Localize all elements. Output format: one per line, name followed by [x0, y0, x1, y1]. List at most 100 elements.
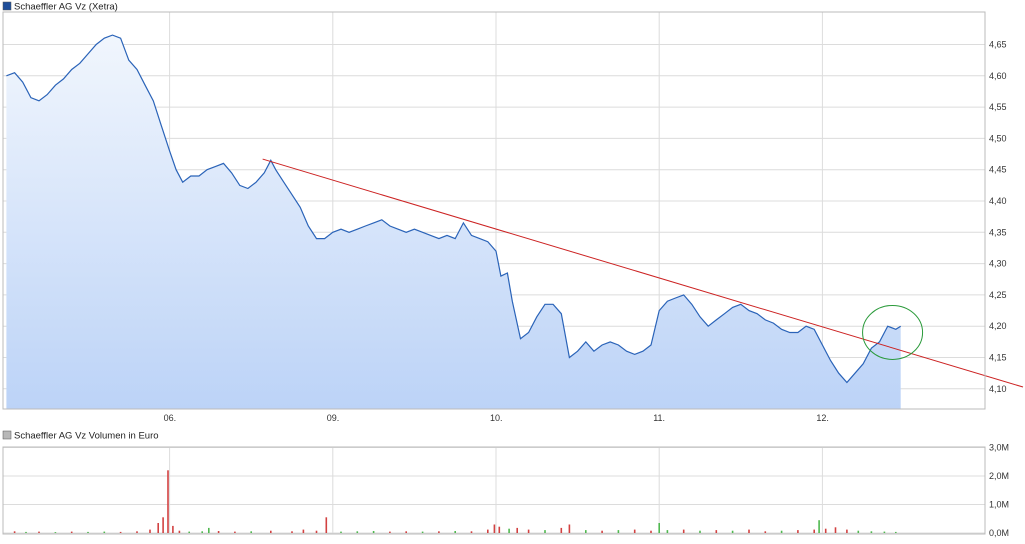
price-chart-title: Schaeffler AG Vz (Xetra)	[14, 2, 118, 13]
volume-y-axis: 3,0M 2,0M 1,0M 0,0M	[989, 443, 1009, 539]
volume-bar	[172, 525, 174, 533]
price-y-axis: 4,65 4,60 4,55 4,50 4,45 4,40 4,35 4,30 4,25 4,20…	[989, 40, 1007, 394]
volume-bar	[846, 529, 848, 533]
volume-bar	[208, 527, 210, 533]
volume-bar	[516, 527, 518, 533]
volume-bar	[601, 530, 603, 533]
volume-bar	[883, 531, 886, 533]
volume-bar	[25, 531, 27, 533]
volume-bar	[870, 531, 873, 533]
volume-bar	[325, 517, 328, 533]
volume-bars	[13, 470, 897, 533]
volume-bar	[682, 529, 685, 533]
volume-bar	[389, 531, 391, 533]
volume-bar	[149, 529, 151, 533]
price-y-tick-label: 4,10	[989, 384, 1007, 394]
price-legend-swatch	[2, 1, 12, 11]
price-plot-frame	[2, 11, 986, 410]
price-y-tick-label: 4,25	[989, 290, 1007, 300]
price-x-tick-label: 11.	[653, 413, 665, 423]
volume-bar	[824, 528, 827, 533]
volume-bar	[699, 530, 701, 533]
volume-bar	[167, 470, 169, 533]
volume-bar	[188, 531, 190, 533]
volume-y-tick-label: 0,0M	[989, 528, 1009, 538]
volume-y-tick-label: 1,0M	[989, 500, 1009, 510]
volume-bar	[498, 526, 501, 533]
highlight-circle	[862, 304, 924, 360]
price-x-tick-label: 06.	[164, 413, 177, 423]
trend-line	[262, 158, 1024, 388]
volume-bar	[857, 530, 860, 533]
volume-bar	[764, 531, 767, 533]
volume-bar	[315, 530, 318, 533]
volume-bar	[291, 531, 293, 533]
volume-y-tick-label: 2,0M	[989, 471, 1009, 481]
volume-bar	[493, 524, 496, 533]
volume-bar	[834, 527, 837, 533]
volume-bar	[544, 530, 546, 533]
volume-bar	[438, 531, 440, 533]
price-line	[6, 34, 902, 384]
volume-y-tick-label: 3,0M	[989, 443, 1009, 453]
volume-bar	[666, 530, 669, 533]
volume-bar	[270, 530, 272, 533]
price-y-tick-label: 4,55	[989, 102, 1007, 112]
volume-panel: Schaeffler AG Vz Volumen in Euro 3,0M 2,0…	[2, 430, 1009, 539]
volume-bar	[731, 530, 734, 533]
volume-bar	[650, 530, 652, 533]
volume-bar	[54, 532, 57, 533]
volume-bar	[658, 523, 660, 533]
price-x-axis: 06. 09. 10. 11. 12.	[164, 413, 829, 423]
volume-bar	[470, 531, 473, 533]
volume-bar	[780, 530, 783, 533]
volume-bar	[508, 528, 510, 533]
volume-bar	[372, 531, 375, 533]
price-panel: Schaeffler AG Vz (Xetra) 4,65 4,60 4,55 4,5…	[2, 1, 1024, 423]
price-x-tick-label: 12.	[816, 413, 829, 423]
volume-bar	[585, 530, 587, 533]
price-y-tick-label: 4,30	[989, 259, 1007, 269]
volume-bar	[103, 531, 106, 533]
volume-bar	[356, 531, 359, 533]
volume-plot-frame	[2, 446, 986, 535]
volume-bar	[234, 531, 236, 533]
price-y-tick-label: 4,40	[989, 196, 1007, 206]
volume-bar	[818, 520, 820, 533]
price-x-tick-label: 10.	[490, 413, 503, 423]
price-y-tick-label: 4,50	[989, 133, 1007, 143]
volume-bar	[633, 529, 636, 533]
volume-bar	[454, 531, 456, 533]
volume-bar	[487, 529, 489, 533]
volume-bar	[715, 530, 718, 533]
volume-bar	[405, 531, 407, 533]
volume-bar	[895, 531, 897, 533]
volume-bar	[162, 517, 164, 533]
volume-bar	[527, 529, 530, 533]
price-y-tick-label: 4,15	[989, 353, 1007, 363]
price-area-fill	[6, 35, 901, 409]
volume-bar	[797, 530, 799, 533]
volume-bar	[157, 523, 159, 533]
volume-legend-swatch	[2, 430, 12, 440]
volume-bar	[178, 530, 181, 533]
volume-bar	[617, 530, 620, 533]
price-y-tick-label: 4,20	[989, 321, 1007, 331]
volume-bar	[250, 531, 252, 533]
price-x-tick-label: 09.	[327, 413, 340, 423]
volume-chart-title: Schaeffler AG Vz Volumen in Euro	[14, 431, 159, 442]
volume-bar	[201, 531, 203, 533]
price-y-tick-label: 4,45	[989, 165, 1007, 175]
volume-bar	[70, 531, 73, 533]
volume-bar	[302, 529, 305, 533]
volume-bar	[813, 529, 815, 533]
volume-bar	[87, 531, 89, 533]
price-y-tick-label: 4,60	[989, 71, 1007, 81]
volume-bar	[340, 531, 342, 533]
volume-bar	[13, 531, 16, 533]
price-y-tick-label: 4,65	[989, 40, 1007, 50]
volume-grid	[3, 447, 985, 534]
volume-bar	[560, 527, 563, 533]
volume-bar	[217, 531, 220, 533]
